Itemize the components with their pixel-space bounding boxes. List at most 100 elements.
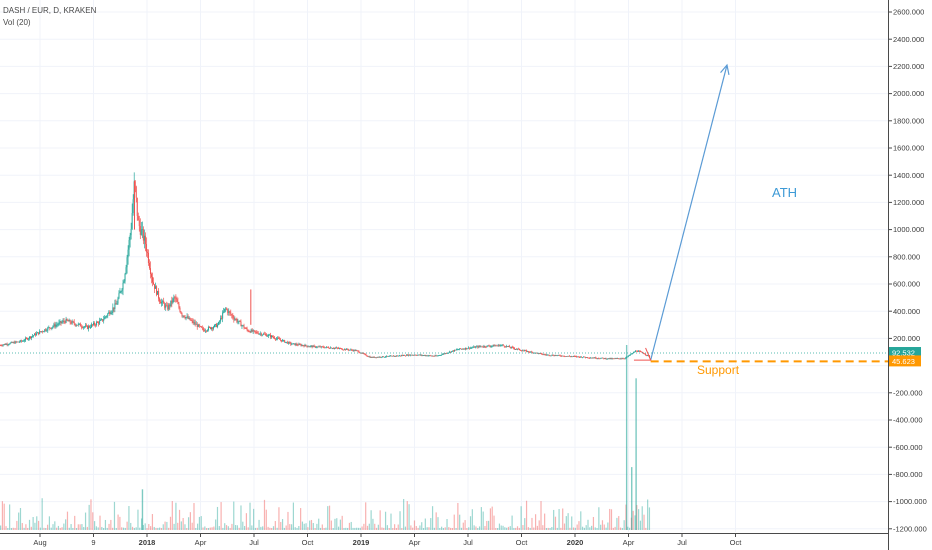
volume-indicator-title[interactable]: Vol (20)	[3, 18, 31, 27]
volume-bar	[159, 527, 161, 530]
volume-bar	[128, 506, 130, 530]
volume-bar	[354, 527, 356, 530]
volume-bar	[491, 506, 493, 530]
candle-body	[362, 352, 364, 354]
volume-bar	[531, 517, 533, 530]
candle-body	[113, 307, 115, 309]
symbol-title[interactable]: DASH / EUR, D, KRAKEN	[3, 6, 97, 15]
time-tick-label: Oct	[730, 538, 743, 547]
volume-bar	[321, 524, 323, 530]
candle-body	[98, 322, 100, 324]
candle-body	[444, 353, 446, 354]
volume-bar	[507, 526, 510, 530]
volume-bar	[83, 526, 85, 530]
candle-body	[79, 323, 81, 327]
candle-body	[599, 358, 601, 360]
volume-bar	[444, 527, 446, 530]
volume-bar	[312, 523, 314, 530]
candle-body	[616, 358, 618, 359]
candle-body	[475, 346, 477, 348]
candle-body	[11, 342, 13, 343]
candle-body	[168, 304, 170, 310]
volume-bar	[213, 526, 215, 530]
volume-bar	[473, 525, 475, 530]
candle-body	[43, 331, 45, 333]
candle-body	[600, 358, 602, 359]
candle-body	[393, 355, 395, 357]
time-tick-label: Jul	[463, 538, 473, 547]
volume-bar	[41, 498, 43, 530]
volume-bar	[178, 509, 181, 530]
candle-body	[423, 355, 425, 356]
volume-bar	[374, 523, 376, 530]
candle-body	[646, 354, 648, 356]
candle-body	[53, 324, 55, 327]
candle-body	[71, 321, 73, 324]
candle-body	[92, 324, 94, 326]
candle-body	[631, 353, 633, 355]
volume-bar	[153, 526, 155, 530]
candle-body	[383, 356, 385, 358]
candle-body	[364, 353, 366, 355]
candle-body	[486, 345, 488, 347]
candle-body	[425, 355, 427, 357]
candle-body	[629, 354, 631, 356]
price-tick-label: -800.000	[893, 470, 923, 479]
time-axis-ticks[interactable]: Aug 9 2018 Apr Jul Oct 2019 Apr Jul Oct 2020 Apr Jul…	[0, 533, 888, 547]
candle-body	[395, 355, 397, 357]
volume-bar	[296, 527, 298, 530]
candle-body	[515, 348, 517, 350]
candle-body	[376, 357, 378, 358]
volume-bar	[591, 525, 593, 530]
candle-body	[156, 286, 158, 295]
volume-bar	[395, 527, 398, 530]
candle-body	[58, 322, 60, 325]
candle-body	[496, 345, 498, 347]
candle-body	[412, 354, 414, 356]
candle-body	[84, 325, 86, 327]
price-candles	[0, 172, 651, 360]
volume-bar	[583, 527, 585, 530]
candle-body	[559, 355, 561, 357]
candle-body	[328, 348, 330, 349]
candle-body	[255, 331, 257, 333]
volume-bar	[117, 514, 119, 530]
candle-body	[330, 347, 332, 349]
candle-body	[498, 344, 500, 347]
candle-body	[375, 357, 377, 359]
candle-body	[477, 346, 479, 348]
price-tick-label: 800.000	[893, 252, 920, 261]
volume-bar	[56, 527, 58, 530]
volume-bar	[455, 528, 457, 530]
candle-body	[445, 353, 447, 354]
volume-bar	[137, 509, 139, 530]
candle-body	[261, 334, 263, 336]
candle-body	[630, 353, 632, 355]
candle-body	[179, 307, 181, 312]
ath-arrow[interactable]	[650, 64, 728, 361]
volume-bar	[46, 524, 49, 530]
candle-body	[127, 249, 129, 258]
candle-body	[148, 263, 150, 269]
volume-bar	[511, 515, 513, 530]
volume-bar	[52, 524, 54, 530]
candle-body	[8, 344, 10, 345]
candle-body	[394, 355, 396, 357]
candle-body	[353, 349, 355, 351]
volume-bar	[572, 527, 575, 530]
candle-body	[540, 353, 542, 355]
price-axis-ticks[interactable]: 2600.000 2400.000 2200.000 2000.000 1800.000…	[888, 8, 927, 534]
candle-body	[502, 344, 504, 346]
volume-bar	[529, 527, 531, 530]
candle-body	[257, 333, 259, 335]
candle-body	[326, 346, 328, 348]
volume-bar	[37, 520, 40, 530]
volume-bar	[379, 510, 381, 530]
candle-body	[215, 324, 217, 325]
candle-body	[492, 344, 494, 346]
volume-bar	[171, 501, 173, 530]
candle-body	[111, 311, 113, 314]
candle-body	[68, 320, 70, 322]
candle-body	[67, 320, 69, 322]
